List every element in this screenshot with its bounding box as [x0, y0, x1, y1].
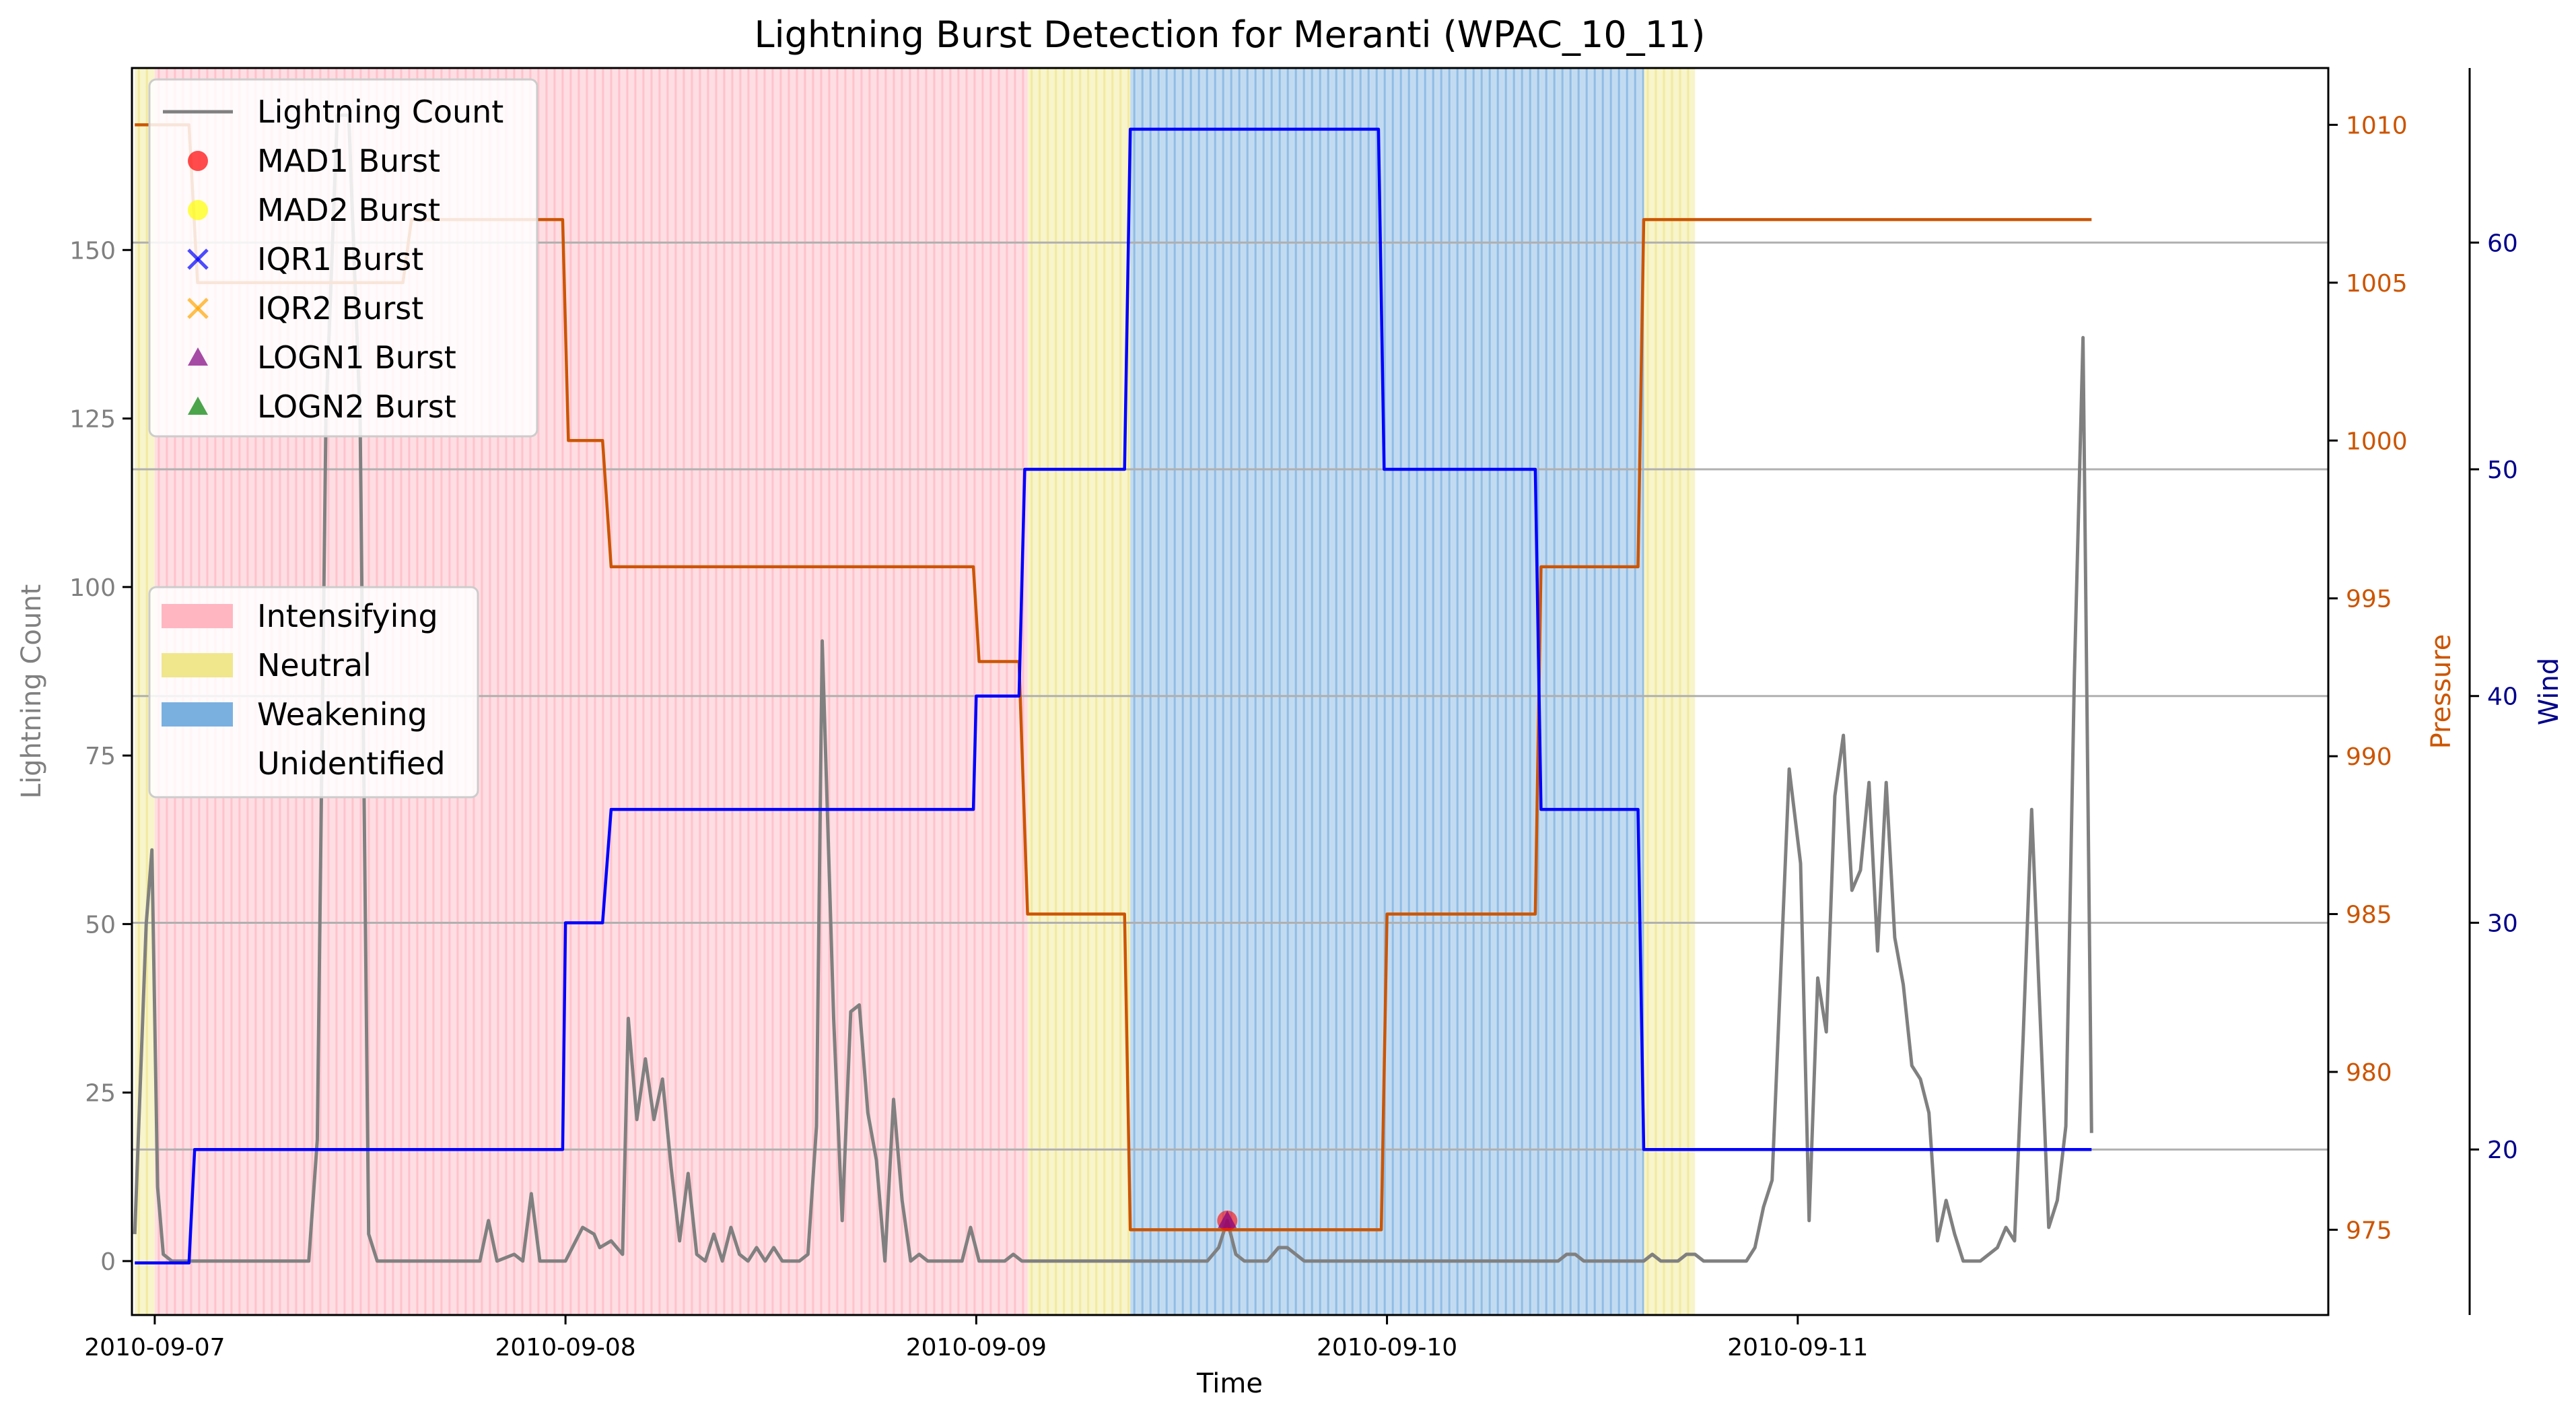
- y-tick-label-pressure: 1000: [2346, 428, 2408, 455]
- stage-stripes-4: [1646, 68, 1690, 1315]
- x-tick-label: 2010-09-09: [906, 1334, 1047, 1361]
- logn1-burst-marker: [1218, 1210, 1237, 1228]
- y-tick-label-lightning: 25: [85, 1080, 116, 1108]
- legend-symbol-circle: [188, 151, 208, 171]
- legend-box: [148, 78, 538, 438]
- legend-stages: Intensifying Neutral Weakening Unidentified: [148, 586, 479, 799]
- legend-label: Intensifying: [257, 598, 438, 634]
- legend-label: Lightning Count: [257, 94, 503, 130]
- y-tick-label-pressure: 980: [2346, 1059, 2392, 1087]
- legend-swatch: [162, 702, 233, 727]
- y-tick-label-lightning: 125: [69, 406, 116, 434]
- axes: 2010-09-07 2010-09-08 2010-09-09 2010-09-10…: [69, 68, 2518, 1361]
- y-tick-label-lightning: 150: [69, 237, 116, 265]
- legend-x-stroke: [187, 298, 209, 319]
- legend-box: [148, 586, 479, 799]
- legend-symbol-triangle: [188, 397, 208, 415]
- legend-label: LOGN1 Burst: [257, 339, 456, 376]
- y-tick-label-pressure: 975: [2346, 1217, 2392, 1244]
- y-tick-label-lightning: 75: [85, 743, 116, 770]
- legend-label: Neutral: [257, 647, 372, 683]
- legend-symbol-circle: [188, 200, 208, 220]
- legend-label: MAD2 Burst: [257, 192, 440, 228]
- y-tick-label-pressure: 1005: [2346, 270, 2408, 298]
- legend-symbol-x: [187, 298, 209, 319]
- legend-symbol-x: [187, 248, 209, 270]
- x-tick-label: 2010-09-10: [1317, 1334, 1457, 1361]
- burst-markers: [1217, 1210, 1238, 1231]
- series-line-wind: [135, 127, 2092, 1265]
- y-tick-label-pressure: 990: [2346, 743, 2392, 771]
- y-axis-label-pressure: Pressure: [2426, 634, 2457, 749]
- series-line-lightning-count: [133, 113, 2093, 1263]
- legend-label: Weakening: [257, 696, 427, 733]
- x-tick-label: 2010-09-07: [84, 1334, 225, 1361]
- y-tick-label-lightning: 0: [100, 1248, 116, 1276]
- y-tick-label-pressure: 1010: [2346, 112, 2408, 139]
- y-tick-label-lightning: 50: [85, 911, 116, 939]
- y-tick-label-wind: 60: [2487, 230, 2518, 257]
- legend-label: IQR1 Burst: [257, 241, 423, 277]
- legend-label: LOGN2 Burst: [257, 389, 456, 425]
- stage-band-neutral: [1643, 68, 1696, 1315]
- plot-frame: [131, 67, 2330, 1316]
- legend-label: IQR2 Burst: [257, 290, 423, 327]
- y-axis-label-wind: Wind: [2534, 658, 2565, 726]
- legend-swatch: [162, 604, 233, 628]
- stage-band-neutral: [1027, 68, 1131, 1315]
- y-tick-label-pressure: 985: [2346, 902, 2392, 929]
- legend-swatch: [162, 653, 233, 677]
- legend-label: Unidentified: [257, 745, 446, 782]
- stage-stripes-2: [1031, 68, 1130, 1315]
- chart-title: Lightning Burst Detection for Meranti (W…: [755, 13, 1706, 56]
- x-tick-label: 2010-09-08: [495, 1334, 636, 1361]
- legend-bursts: Lightning Count MAD1 Burst MAD2 Burst IQR1 …: [148, 78, 538, 438]
- stage-stripes-3: [1133, 68, 1644, 1315]
- y-tick-label-wind: 30: [2487, 910, 2518, 937]
- y-tick-label-wind: 50: [2487, 457, 2518, 484]
- y-tick-label-pressure: 995: [2346, 586, 2392, 613]
- legend-x-stroke: [187, 248, 209, 270]
- y-axis-label-lightning: Lightning Count: [16, 584, 47, 799]
- legend-symbol-triangle: [188, 347, 208, 366]
- x-tick-label: 2010-09-11: [1727, 1334, 1868, 1361]
- legend-label: MAD1 Burst: [257, 143, 440, 179]
- y-tick-label-lightning: 100: [69, 574, 116, 602]
- x-axis-label: Time: [1196, 1368, 1263, 1399]
- y-tick-label-wind: 40: [2487, 683, 2518, 711]
- y-tick-label-wind: 20: [2487, 1137, 2518, 1164]
